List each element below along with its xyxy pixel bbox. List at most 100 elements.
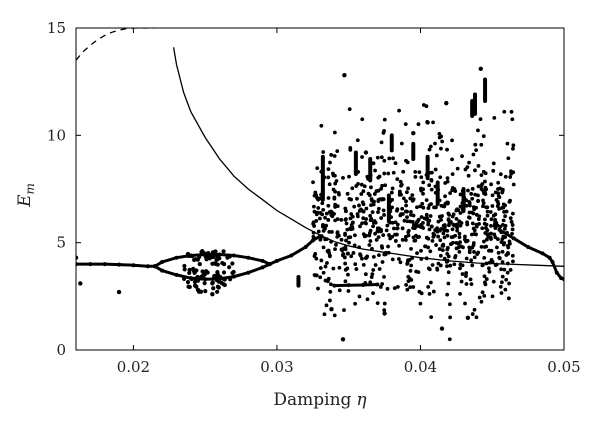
data-point [493,212,498,217]
data-point [500,274,505,279]
data-point [450,188,455,192]
data-point [409,246,413,251]
data-point [211,254,216,260]
data-point [348,146,353,150]
data-point [445,292,450,297]
data-point [421,191,425,196]
data-point [324,303,329,308]
data-point [489,217,494,222]
data-point [320,201,325,206]
data-point [333,189,337,194]
y-tick-label: 10 [47,126,66,144]
data-point [382,158,387,163]
data-point [410,193,415,198]
data-point [437,228,442,233]
data-point [540,251,545,256]
data-point [500,190,505,195]
data-point [502,109,507,114]
data-point [341,246,346,251]
data-point [395,284,400,289]
data-point [363,280,368,285]
data-point [339,237,344,242]
data-point [471,241,476,245]
data-point [505,243,510,248]
data-point [462,198,467,202]
data-point [450,172,455,177]
data-point [436,234,441,239]
data-point [419,188,424,193]
data-point [467,250,472,255]
data-point [317,216,322,221]
data-point [400,226,405,231]
data-point [506,251,510,255]
data-point [503,287,508,292]
data-point [360,200,365,205]
data-point [510,223,515,227]
data-point [408,285,413,290]
data-point [492,115,497,120]
x-tick-label: 0.03 [260,358,293,376]
data-point [465,220,469,225]
data-point [496,180,501,185]
data-point [409,263,414,268]
data-point [483,179,487,184]
data-point [424,217,429,222]
data-point [364,206,369,211]
data-point [376,206,381,211]
data-point [374,189,379,194]
data-point [327,254,332,259]
data-point [469,191,474,196]
data-point [439,203,444,208]
data-point [329,213,334,217]
data-point [398,179,403,184]
data-point [246,255,251,260]
data-point [474,315,479,320]
data-point [405,219,410,224]
data-point [386,244,390,249]
data-point [482,255,487,260]
data-point [485,205,490,210]
data-point [433,167,438,172]
data-point [434,153,439,158]
data-point [199,249,204,255]
data-point [433,184,438,189]
data-point [464,274,468,279]
data-point [377,253,381,258]
data-point [203,289,208,294]
data-point [469,258,474,263]
data-point [210,291,215,297]
data-point [387,156,392,161]
data-point [362,234,367,239]
data-point [473,168,477,173]
data-point [323,278,328,283]
data-point [361,189,366,194]
data-point [381,208,386,213]
data-point [448,242,453,247]
data-point [368,280,373,285]
data-point [405,209,409,214]
data-point [474,212,479,217]
data-point [385,223,390,228]
data-point [493,218,498,222]
data-point [379,244,384,249]
data-point [326,203,331,208]
data-point [314,193,319,198]
data-point [330,230,334,234]
data-point [382,308,387,313]
data-point [496,250,501,255]
data-point [474,148,479,153]
data-point [438,263,443,268]
data-point [369,185,373,190]
data-point [349,212,354,216]
data-point [562,277,564,282]
data-point [494,262,499,267]
data-point [414,269,419,274]
data-point [458,192,463,197]
data-point [260,258,265,263]
data-point [482,274,487,279]
data-point [490,294,495,299]
data-point [378,285,383,289]
data-point [463,301,467,306]
data-point [424,212,429,217]
